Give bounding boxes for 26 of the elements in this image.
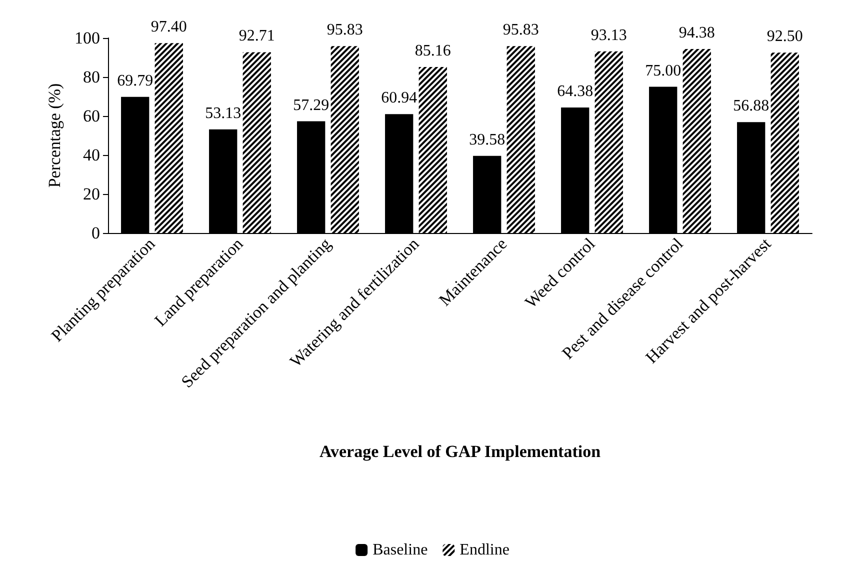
data-label: 57.29 (293, 96, 330, 114)
data-label: 69.79 (117, 72, 154, 90)
y-axis-title: Percentage (%) (45, 83, 64, 188)
data-label: 39.58 (469, 131, 506, 148)
y-tick-label: 20 (83, 184, 100, 204)
data-label: 85.16 (414, 42, 451, 60)
data-label: 95.83 (326, 22, 363, 39)
data-label: 92.71 (238, 28, 275, 45)
data-label: 94.38 (678, 24, 715, 42)
data-label: 56.88 (733, 98, 770, 115)
y-tick-label: 60 (83, 106, 100, 126)
y-tick-label: 0 (92, 224, 100, 242)
y-tick-label: 80 (83, 68, 100, 86)
legend-label: Endline (460, 542, 510, 558)
data-label: 60.94 (381, 90, 418, 107)
y-tick-label: 40 (83, 146, 100, 164)
legend-label: Baseline (372, 542, 428, 558)
data-label: 53.13 (205, 104, 242, 122)
data-label: 95.83 (502, 22, 539, 39)
x-axis-title: Average Level of GAP Implementation (319, 442, 602, 461)
data-label: 64.38 (557, 82, 594, 100)
data-label: 92.50 (766, 28, 803, 46)
y-tick-label: 100 (74, 28, 100, 48)
data-label: 75.00 (645, 62, 682, 80)
data-label: 97.40 (150, 18, 187, 36)
data-label: 93.13 (590, 26, 627, 44)
